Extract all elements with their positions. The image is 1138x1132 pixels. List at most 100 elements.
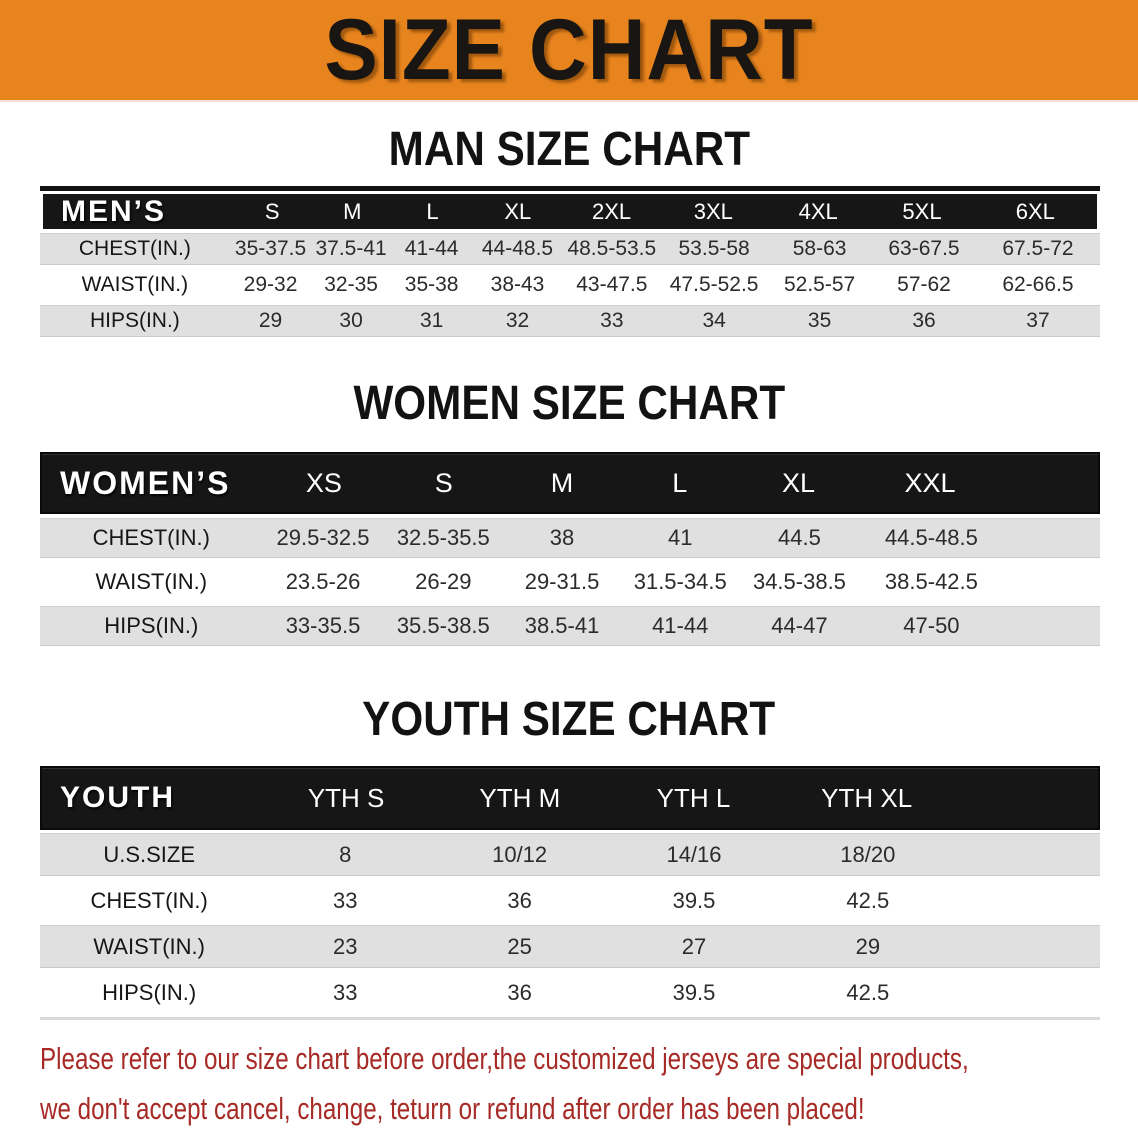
value-cell: 47.5-52.5: [669, 273, 759, 296]
value-cell: 34.5-38.5: [752, 569, 846, 594]
col-header: 2XL: [592, 198, 632, 224]
youth-table-bottom-rule: [40, 1017, 1100, 1020]
value-cell: 52.5-57: [783, 273, 856, 296]
table-row-chest: CHEST(IN.) 29.5-32.5 32.5-35.5 38 41 44.…: [40, 518, 1100, 558]
value-cell: 36: [507, 887, 532, 913]
value-cell: 33-35.5: [285, 613, 361, 638]
value-cell: 33: [600, 309, 624, 332]
youth-size-table: YOUTH YTH S YTH M YTH L YTH XL U.S.SIZE …: [40, 766, 1100, 1020]
size-chart-banner: SIZE CHART: [0, 0, 1138, 102]
value-cell: 23.5-26: [285, 569, 361, 594]
row-label: U.S.SIZE: [103, 841, 196, 867]
value-cell: 67.5-72: [1002, 237, 1074, 260]
col-header: 4XL: [798, 198, 838, 224]
value-cell: 38: [549, 525, 575, 550]
value-cell: 44.5-48.5: [884, 525, 978, 550]
row-label: CHEST(IN.): [78, 237, 191, 260]
col-header: 5XL: [902, 198, 942, 224]
value-cell: 29-32: [243, 273, 298, 296]
value-cell: 41: [667, 525, 693, 550]
value-cell: 44-47: [771, 613, 828, 638]
table-row-chest: CHEST(IN.) 33 36 39.5 42.5: [40, 879, 1100, 922]
value-cell: 31.5-34.5: [633, 569, 727, 594]
womens-table-header-row: WOMEN’S XS S M L XL XXL: [40, 452, 1100, 514]
value-cell: 33: [333, 979, 358, 1005]
value-cell: 36: [507, 979, 532, 1005]
value-cell: 63-67.5: [888, 237, 960, 260]
table-row-hips: HIPS(IN.) 29 30 31 32 33 34 35 36 37: [40, 305, 1100, 337]
youth-heading-text: YOUTH SIZE CHART: [362, 693, 776, 746]
value-cell: 32-35: [324, 273, 378, 296]
value-cell: 39.5: [672, 887, 716, 913]
value-cell: 53.5-58: [678, 237, 750, 260]
youth-table-header-row: YOUTH YTH S YTH M YTH L YTH XL: [40, 766, 1100, 830]
value-cell: 44.5: [778, 525, 821, 550]
womens-size-table: WOMEN’S XS S M L XL XXL CHEST(IN.) 29.5-…: [40, 452, 1100, 646]
value-cell: 29: [258, 309, 283, 332]
value-cell: 18/20: [840, 841, 896, 867]
value-cell: 47-50: [903, 613, 960, 638]
value-cell: 37: [1026, 309, 1050, 332]
col-header: YTH M: [479, 782, 561, 813]
col-header: 6XL: [1015, 198, 1055, 224]
value-cell: 8: [339, 841, 352, 867]
col-header: S: [264, 198, 280, 224]
value-cell: 29.5-32.5: [276, 525, 370, 550]
col-header: XXL: [904, 467, 956, 498]
youth-group-label: YOUTH: [60, 781, 175, 814]
value-cell: 29-31.5: [524, 569, 600, 594]
value-cell: 44-48.5: [481, 237, 554, 260]
col-header: M: [343, 198, 362, 224]
table-row-waist: WAIST(IN.) 23 25 27 29: [40, 925, 1100, 968]
womens-group-label: WOMEN’S: [60, 464, 231, 501]
col-header: YTH L: [656, 782, 731, 813]
value-cell: 30: [339, 309, 363, 332]
value-cell: 34: [702, 309, 726, 332]
value-cell: 32.5-35.5: [396, 525, 490, 550]
value-cell: 31: [419, 309, 444, 332]
disclaimer-line-2: we don't accept cancel, change, teturn o…: [40, 1091, 865, 1126]
mens-group-label: MEN’S: [61, 194, 167, 228]
men-section-heading: MAN SIZE CHART: [0, 126, 1138, 174]
value-cell: 27: [681, 933, 707, 959]
mens-table-top-rule: [40, 186, 1100, 191]
col-header: XL: [504, 198, 532, 224]
value-cell: 48.5-53.5: [567, 237, 657, 260]
value-cell: 29: [855, 933, 881, 959]
value-cell: 42.5: [846, 887, 890, 913]
col-header: L: [672, 467, 688, 498]
value-cell: 37.5-41: [315, 237, 387, 260]
value-cell: 35-38: [404, 273, 459, 296]
disclaimer-line-1: Please refer to our size chart before or…: [40, 1041, 969, 1076]
women-heading-text: WOMEN SIZE CHART: [353, 377, 785, 430]
table-row-hips: HIPS(IN.) 33-35.5 35.5-38.5 38.5-41 41-4…: [40, 606, 1100, 646]
value-cell: 62-66.5: [1002, 273, 1074, 296]
row-label: HIPS(IN.): [89, 309, 180, 332]
value-cell: 33: [333, 887, 358, 913]
value-cell: 32: [505, 309, 530, 332]
table-row-us-size: U.S.SIZE 8 10/12 14/16 18/20: [40, 833, 1100, 876]
col-header: L: [426, 198, 439, 224]
value-cell: 35.5-38.5: [396, 613, 490, 638]
value-cell: 25: [507, 933, 532, 959]
row-label: CHEST(IN.): [92, 525, 210, 550]
value-cell: 43-47.5: [576, 273, 648, 296]
value-cell: 35-37.5: [234, 237, 307, 260]
table-row-chest: CHEST(IN.) 35-37.5 37.5-41 41-44 44-48.5…: [40, 233, 1100, 265]
col-header: XS: [305, 467, 342, 498]
value-cell: 23: [333, 933, 358, 959]
value-cell: 38.5-41: [524, 613, 600, 638]
mens-table-header-row: MEN’S S M L XL 2XL 3XL 4XL 5XL 6XL: [43, 194, 1097, 229]
value-cell: 14/16: [666, 841, 722, 867]
value-cell: 36: [912, 309, 936, 332]
row-label: WAIST(IN.): [95, 569, 208, 594]
men-heading-text: MAN SIZE CHART: [388, 123, 750, 176]
value-cell: 58-63: [792, 237, 847, 260]
mens-size-table: MEN’S S M L XL 2XL 3XL 4XL 5XL 6XL CHEST…: [40, 186, 1100, 337]
youth-section-heading: YOUTH SIZE CHART: [0, 696, 1138, 744]
table-row-hips: HIPS(IN.) 33 36 39.5 42.5: [40, 971, 1100, 1014]
col-header: 3XL: [693, 198, 733, 224]
row-label: HIPS(IN.): [104, 613, 199, 638]
col-header: XL: [782, 467, 816, 498]
col-header: YTH S: [307, 782, 385, 813]
